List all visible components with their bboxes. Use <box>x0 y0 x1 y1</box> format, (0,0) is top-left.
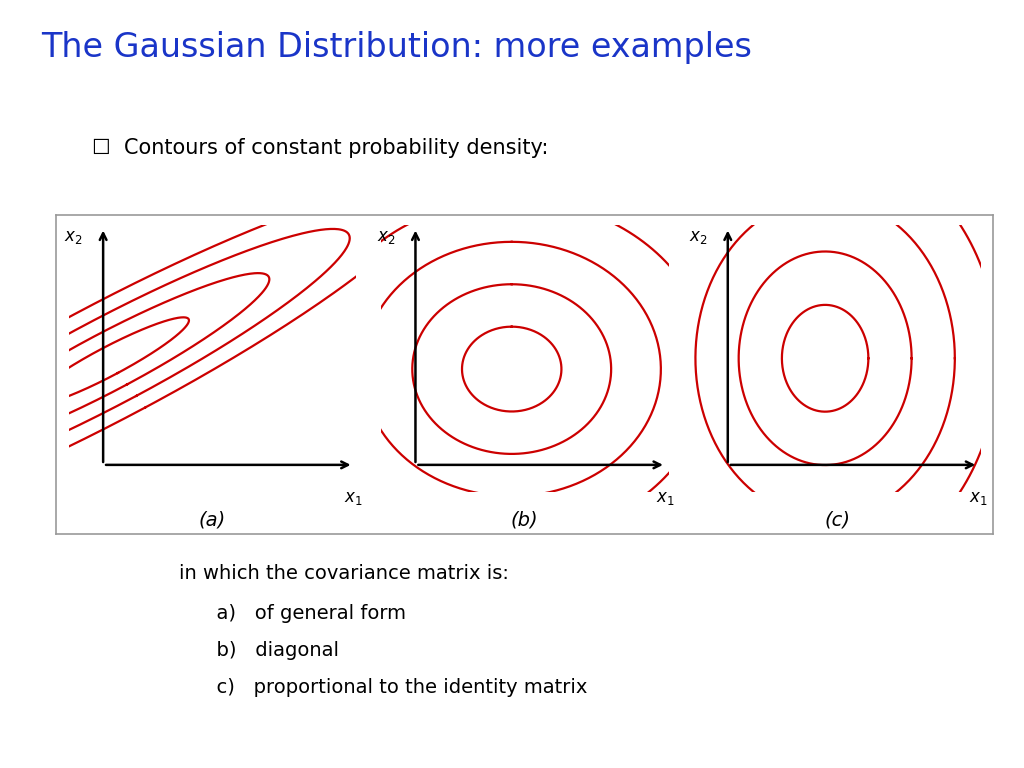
Text: $x_2$: $x_2$ <box>65 227 83 246</box>
Text: $x_2$: $x_2$ <box>377 227 395 246</box>
Text: ☐  Contours of constant probability density:: ☐ Contours of constant probability densi… <box>92 138 549 158</box>
Text: (c): (c) <box>824 511 850 529</box>
Text: in which the covariance matrix is:: in which the covariance matrix is: <box>154 564 509 584</box>
Text: The Gaussian Distribution: more examples: The Gaussian Distribution: more examples <box>41 31 752 64</box>
Text: $x_1$: $x_1$ <box>969 489 987 507</box>
Text: $x_1$: $x_1$ <box>656 489 675 507</box>
Text: $x_1$: $x_1$ <box>344 489 362 507</box>
Text: $x_2$: $x_2$ <box>689 227 708 246</box>
Text: b)   diagonal: b) diagonal <box>154 641 339 660</box>
Text: a)   of general form: a) of general form <box>154 604 406 624</box>
Text: c)   proportional to the identity matrix: c) proportional to the identity matrix <box>154 678 587 697</box>
Text: (a): (a) <box>199 511 226 529</box>
Text: (b): (b) <box>511 511 539 529</box>
